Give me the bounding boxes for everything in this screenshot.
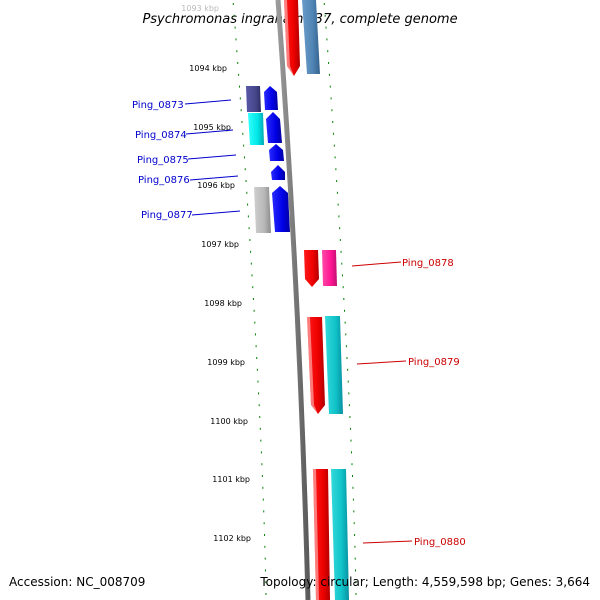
map-title: Psychromonas ingrahamii 37, complete gen… xyxy=(142,12,457,27)
gene-label-ping-0878[interactable]: Ping_0878 xyxy=(402,258,454,269)
gene-red-0878 xyxy=(304,250,319,287)
gene-steelblue-top xyxy=(302,0,320,74)
genome-backbone xyxy=(275,0,311,600)
leader-line-0875 xyxy=(187,154,237,160)
gene-label-ping-0877[interactable]: Ping_0877 xyxy=(141,210,193,221)
gene-labels-right: Ping_0878 Ping_0879 Ping_0880 xyxy=(402,258,466,548)
scale-ticks-inner xyxy=(232,3,267,595)
scale-label: 1098 kbp xyxy=(204,299,242,308)
scale-label: 1096 kbp xyxy=(197,181,235,190)
label-leader-lines xyxy=(184,99,413,544)
gene-teal-0880 xyxy=(331,469,349,600)
scale-label: 1100 kbp xyxy=(210,417,248,426)
gene-gray-0877 xyxy=(254,187,271,233)
leader-line-0878 xyxy=(351,261,402,267)
scale-label: 1095 kbp xyxy=(193,123,231,132)
scale-label: 1102 kbp xyxy=(213,534,251,543)
gene-labels-left: Ping_0873 Ping_0874 Ping_0875 Ping_0876 … xyxy=(132,100,193,221)
leader-line-0874 xyxy=(185,129,234,135)
scale-label: 1101 kbp xyxy=(212,475,250,484)
gene-blue-0876 xyxy=(271,165,285,180)
gene-red-0879 xyxy=(307,317,325,414)
gene-label-ping-0873[interactable]: Ping_0873 xyxy=(132,100,184,111)
gene-teal-0879 xyxy=(325,316,343,414)
gene-label-ping-0876[interactable]: Ping_0876 xyxy=(138,175,190,186)
gene-label-ping-0875[interactable]: Ping_0875 xyxy=(137,155,189,166)
leader-line-0873 xyxy=(184,99,232,105)
topology-text: Topology: circular; Length: 4,559,598 bp… xyxy=(259,575,590,589)
gene-navy-0873 xyxy=(246,86,261,112)
leader-line-0877 xyxy=(191,210,241,216)
scale-label: 1099 kbp xyxy=(207,358,245,367)
gene-red-top xyxy=(284,0,300,76)
gene-label-ping-0879[interactable]: Ping_0879 xyxy=(408,357,460,368)
gene-blue-0875 xyxy=(269,144,284,161)
gene-pink-0878 xyxy=(322,250,337,286)
leader-line-0880 xyxy=(362,540,413,544)
gene-blue-0877 xyxy=(272,186,290,232)
scale-label: 1097 kbp xyxy=(201,240,239,249)
gene-blue-0873 xyxy=(264,86,278,110)
leader-line-0879 xyxy=(356,360,407,365)
gene-cyan-0874 xyxy=(248,113,264,145)
gene-blue-0874 xyxy=(266,112,282,143)
scale-label: 1093 kbp xyxy=(181,4,219,13)
accession-text: Accession: NC_008709 xyxy=(9,575,145,589)
gene-label-ping-0880[interactable]: Ping_0880 xyxy=(414,537,466,548)
scale-labels: 1093 kbp 1094 kbp 1095 kbp 1096 kbp 1097… xyxy=(181,4,251,543)
gene-label-ping-0874[interactable]: Ping_0874 xyxy=(135,130,187,141)
gene-red-0880 xyxy=(313,469,330,600)
scale-label: 1094 kbp xyxy=(189,64,227,73)
leader-line-0876 xyxy=(189,175,239,181)
scale-ticks-outer xyxy=(323,3,357,595)
